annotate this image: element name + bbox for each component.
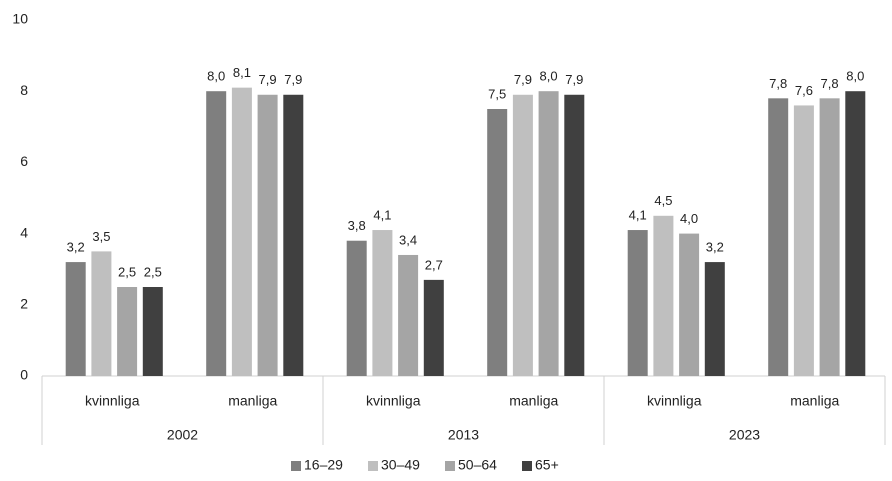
bar [142, 287, 163, 376]
value-label: 4,0 [680, 211, 698, 226]
bar [627, 230, 648, 376]
value-label: 8,0 [207, 69, 225, 84]
legend-label: 65+ [535, 457, 559, 473]
bar [206, 91, 227, 376]
value-label: 3,2 [67, 240, 85, 255]
value-label: 7,8 [821, 76, 839, 91]
legend-label: 16–29 [304, 457, 343, 473]
bar [512, 94, 533, 376]
legend-swatch [368, 461, 378, 471]
bar [423, 279, 444, 376]
bar [372, 230, 393, 376]
legend-swatch [445, 461, 455, 471]
value-label: 4,1 [373, 207, 391, 222]
value-label: 7,9 [514, 72, 532, 87]
value-label: 3,5 [92, 229, 110, 244]
bar [653, 215, 674, 376]
legend-label: 50–64 [458, 457, 497, 473]
value-label: 7,9 [565, 72, 583, 87]
bar [768, 98, 789, 376]
x-tick-label: manliga [790, 393, 839, 409]
legend-swatch [522, 461, 532, 471]
y-tick-label: 6 [20, 153, 28, 169]
value-label: 7,8 [769, 76, 787, 91]
value-label: 8,0 [846, 69, 864, 84]
bar [231, 87, 252, 376]
value-label: 4,5 [654, 193, 672, 208]
x-tick-label: manliga [228, 393, 277, 409]
x-tick-label: manliga [509, 393, 558, 409]
value-label: 7,9 [284, 72, 302, 87]
bar [65, 262, 86, 376]
x-tick-label: kvinnliga [85, 393, 140, 409]
value-label: 2,7 [425, 257, 443, 272]
value-label: 7,6 [795, 83, 813, 98]
bar [117, 287, 138, 376]
y-tick-label: 10 [12, 11, 28, 27]
bar [679, 233, 700, 376]
y-tick-label: 0 [20, 367, 28, 383]
bar [398, 254, 419, 376]
value-label: 7,5 [488, 86, 506, 101]
legend-label: 30–49 [381, 457, 420, 473]
legend-swatch [291, 461, 301, 471]
value-label: 4,1 [629, 207, 647, 222]
value-label: 2,5 [118, 264, 136, 279]
bar [819, 98, 840, 376]
bar [704, 262, 725, 376]
y-tick-label: 2 [20, 296, 28, 312]
bar [346, 240, 367, 376]
y-tick-label: 8 [20, 82, 28, 98]
group-label: 2013 [448, 427, 479, 443]
group-label: 2023 [729, 427, 760, 443]
bar [257, 94, 278, 376]
bar [793, 105, 814, 376]
y-tick-label: 4 [20, 224, 28, 240]
bar [487, 109, 508, 376]
bar [845, 91, 866, 376]
value-label: 7,9 [259, 72, 277, 87]
bar [91, 251, 112, 376]
value-label: 3,8 [348, 218, 366, 233]
value-label: 2,5 [144, 264, 162, 279]
value-label: 3,4 [399, 232, 417, 247]
value-label: 8,1 [233, 65, 251, 80]
x-tick-label: kvinnliga [366, 393, 421, 409]
bar [538, 91, 559, 376]
x-tick-label: kvinnliga [647, 393, 702, 409]
bar [564, 94, 585, 376]
value-label: 8,0 [540, 69, 558, 84]
group-label: 2002 [167, 427, 198, 443]
value-label: 3,2 [706, 240, 724, 255]
bar [283, 94, 304, 376]
